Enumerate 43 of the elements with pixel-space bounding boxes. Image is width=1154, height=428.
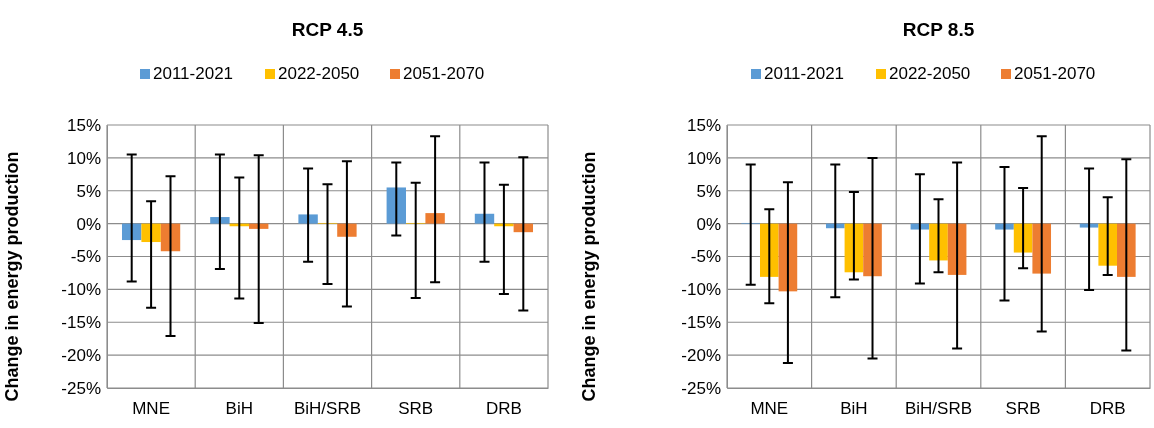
y-tick-label: -20% — [61, 346, 101, 366]
legend-label: 2011-2021 — [153, 64, 234, 83]
y-tick-label: 0% — [76, 214, 101, 234]
y-tick-label: -10% — [61, 280, 101, 300]
y-tick-label: -20% — [681, 346, 721, 366]
x-tick-label: BiH — [225, 399, 253, 419]
y-tick-label: -15% — [681, 313, 721, 333]
y-tick-label: 15% — [686, 115, 721, 135]
y-tick-label: -25% — [61, 378, 101, 398]
y-tick-label: -10% — [681, 280, 721, 300]
y-tick-label: -25% — [681, 378, 721, 398]
x-tick-label: SRB — [1005, 399, 1041, 419]
legend-label: 2011-2021 — [764, 64, 845, 83]
y-tick-label: -15% — [61, 313, 101, 333]
x-tick-label: BiH/SRB — [904, 399, 973, 419]
y-tick-label: 10% — [686, 148, 721, 168]
legend-label: 2051-2070 — [403, 64, 485, 83]
y-tick-label: -5% — [690, 247, 721, 267]
x-tick-label: BiH — [840, 399, 868, 419]
y-tick-label: 5% — [696, 181, 721, 201]
bar — [298, 214, 318, 224]
legend-label: 2051-2070 — [1014, 64, 1096, 83]
y-axis-title: Change in energy production — [579, 151, 599, 402]
y-tick-label: 5% — [76, 181, 101, 201]
bar — [337, 223, 357, 237]
x-tick-label: BiH/SRB — [293, 399, 362, 419]
x-tick-label: DRB — [485, 399, 522, 419]
y-axis-title: Change in energy production — [2, 151, 22, 402]
y-tick-label: 10% — [66, 148, 101, 168]
y-tick-label: 0% — [696, 214, 721, 234]
legend-label: 2022-2050 — [889, 64, 971, 83]
bar — [210, 217, 230, 224]
x-tick-label: MNE — [132, 399, 170, 419]
x-tick-label: DRB — [1089, 399, 1126, 419]
y-tick-label: -5% — [70, 247, 101, 267]
chart-title: RCP 8.5 — [902, 19, 975, 40]
bar — [386, 187, 406, 224]
bar — [425, 213, 445, 224]
legend-label: 2022-2050 — [278, 64, 360, 83]
x-tick-label: SRB — [398, 399, 434, 419]
y-tick-label: 15% — [66, 115, 101, 135]
chart-title: RCP 4.5 — [291, 19, 364, 40]
x-tick-label: MNE — [750, 399, 789, 419]
